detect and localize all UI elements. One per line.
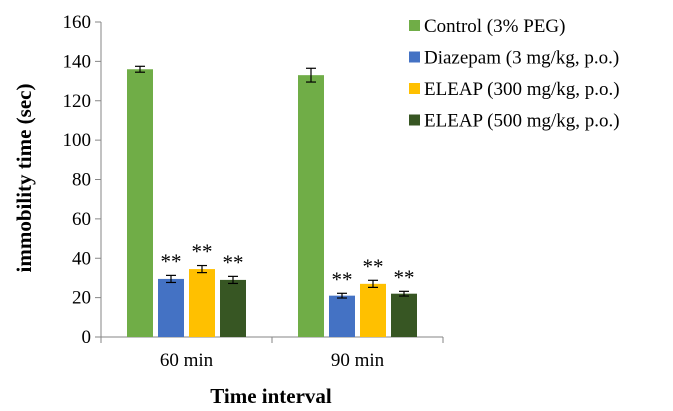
y-tick-label: 0 (82, 327, 92, 348)
y-tick-label: 160 (63, 12, 92, 33)
bar (127, 69, 153, 337)
y-axis: 0 20 40 60 80 100 120 140 160 (63, 12, 102, 348)
legend-swatch (409, 51, 420, 63)
x-axis-title: Time interval (210, 384, 332, 406)
y-axis-title: immobility time (sec) (12, 84, 36, 273)
y-tick-label: 100 (63, 130, 92, 151)
x-tick-label: 60 min (160, 350, 214, 371)
y-tick-label: 60 (72, 209, 91, 230)
bars: ** ** ** ** ** ** (127, 65, 417, 337)
legend-swatch (409, 114, 420, 126)
y-tick-label: 140 (63, 51, 92, 72)
significance-label: ** (332, 267, 353, 291)
bar (158, 278, 184, 337)
y-tick-label: 20 (72, 288, 91, 309)
bar (298, 75, 324, 337)
significance-label: ** (363, 254, 384, 278)
significance-label: ** (394, 265, 415, 289)
legend-label: Control (3% PEG) (424, 16, 565, 37)
significance-label: ** (223, 250, 244, 274)
legend-label: ELEAP (500 mg/kg, p.o.) (424, 111, 620, 132)
x-tick-label: 90 min (331, 350, 385, 371)
y-tick-label: 40 (72, 248, 91, 269)
legend-label: ELEAP (300 mg/kg, p.o.) (424, 79, 620, 100)
legend-swatch (409, 83, 420, 94)
legend-label: Diazepam (3 mg/kg, p.o.) (424, 48, 619, 69)
bar (220, 279, 246, 337)
legend: Control (3% PEG) Diazepam (3 mg/kg, p.o.)… (409, 16, 620, 132)
y-tick-label: 80 (72, 170, 91, 191)
bar (329, 295, 355, 337)
bar (189, 269, 215, 337)
legend-swatch (409, 20, 420, 31)
x-axis: 60 min 90 min (100, 336, 444, 371)
bar (391, 293, 417, 337)
significance-label: ** (161, 249, 182, 273)
significance-label: ** (192, 240, 213, 264)
y-tick-label: 120 (63, 91, 92, 112)
bar (360, 283, 386, 337)
